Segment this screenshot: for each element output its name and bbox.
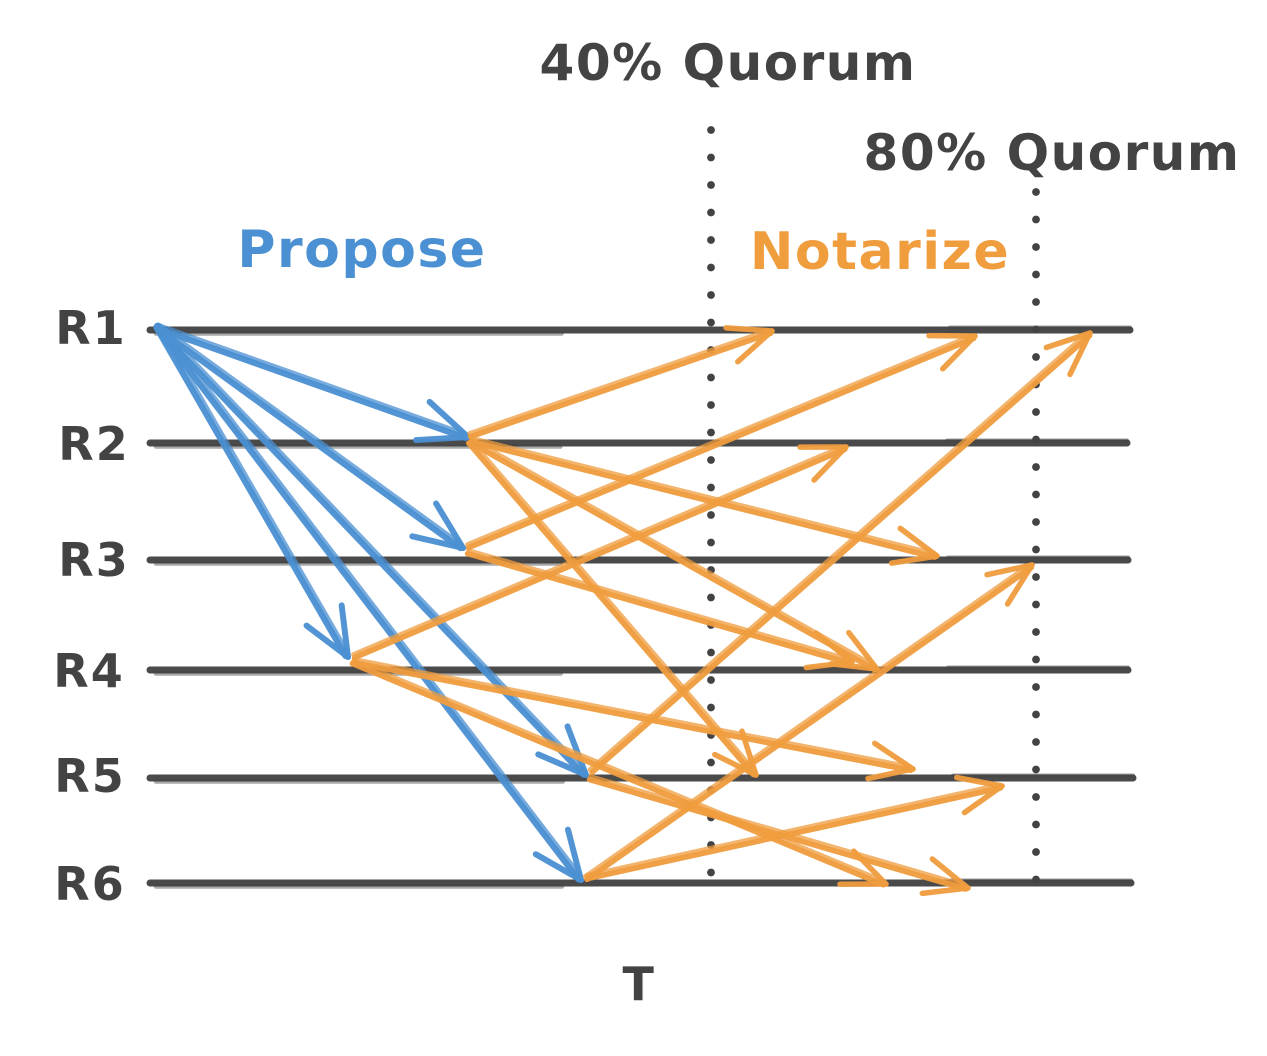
notarize-arrow-r5-to-r1 [587,330,1093,776]
notarize-arrow-r4-to-r2 [351,444,849,661]
quorum-80-label: 80% Quorum [863,124,1241,182]
replica-label-r2: R2 [58,417,130,471]
notarize-arrow-r3-to-r1 [465,332,978,551]
replica-label-r4: R4 [53,644,125,698]
notarize-arrow-r4-to-r5 [350,657,916,782]
quorum-40-label: 40% Quorum [539,34,917,92]
timeline-r6 [146,878,1135,889]
replica-label-r6: R6 [54,857,126,911]
propose-arrow-to-r6 [153,323,584,883]
notarize-arrow-r2-to-r3 [468,436,940,566]
notarize-phase-label: Notarize [749,222,1011,282]
propose-arrow-to-r2 [154,322,471,444]
timeline-r1 [146,325,1134,336]
propose-phase-label: Propose [237,220,487,280]
notarize-arrow-r2-to-r1 [467,325,775,440]
notarize-arrow-r2-to-r4 [467,437,880,673]
time-axis-label: T [622,957,656,1011]
replica-label-r3: R3 [58,533,130,587]
notarize-arrow-r3-to-r4 [464,548,855,671]
notarize-arrow-r6-to-r5 [584,774,1005,882]
replica-label-r5: R5 [54,749,126,803]
notarize-arrow-r2-to-r5 [465,438,759,778]
propose-arrow-to-r4 [153,323,351,660]
propose-origin-point [153,322,163,332]
propose-arrow-to-r3 [154,323,466,552]
replica-label-r1: R1 [55,301,127,355]
timeline-r2 [146,438,1131,449]
timeline-r4 [146,665,1132,676]
propose-arrow-to-r5 [153,323,589,778]
notarize-arrow-r6-to-r3 [582,562,1035,883]
